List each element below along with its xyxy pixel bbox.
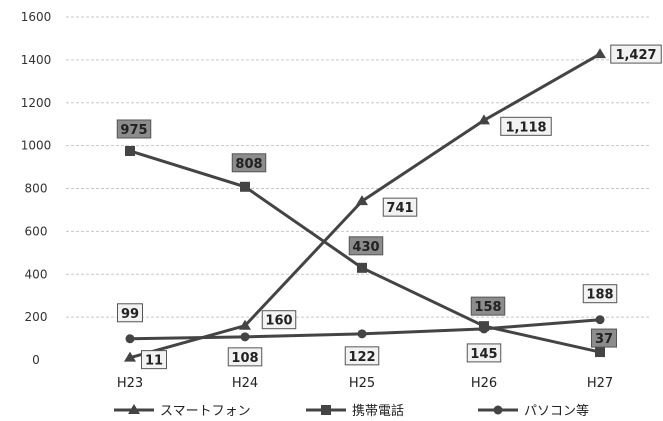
data-point (124, 351, 136, 362)
y-tick-label: 400 (25, 267, 48, 281)
data-point (125, 334, 135, 344)
data-label-box (261, 310, 297, 330)
y-tick-label: 1000 (21, 139, 52, 153)
data-label: 37 (595, 332, 613, 347)
data-label-box (141, 350, 167, 370)
data-label-box (344, 346, 380, 366)
data-label-box (591, 328, 617, 348)
data-point (595, 347, 605, 358)
data-label: 122 (348, 350, 375, 365)
data-label: 808 (235, 157, 262, 172)
data-label: 99 (121, 307, 139, 322)
data-label: 160 (265, 314, 292, 329)
data-label: 145 (470, 347, 497, 362)
data-point (356, 195, 368, 206)
data-label-box (382, 197, 418, 217)
data-point (357, 262, 367, 273)
data-label-box (231, 153, 267, 173)
data-label: 741 (386, 201, 413, 216)
y-tick-label: 1200 (21, 96, 52, 110)
y-tick-label: 800 (25, 182, 48, 196)
legend-marker (493, 405, 503, 415)
y-tick-label: 200 (25, 310, 48, 324)
data-label: 430 (352, 240, 379, 255)
legend-entry: パソコン等 (524, 403, 589, 419)
data-point (125, 145, 135, 156)
legend-entry: 携帯電話 (352, 403, 404, 419)
legend: スマートフォン 携帯電話 パソコン等 (114, 403, 589, 419)
data-point (240, 332, 250, 342)
data-label: 1,427 (615, 48, 656, 63)
x-tick-label: H25 (349, 376, 375, 391)
data-point (239, 319, 251, 330)
data-label-box (348, 236, 384, 256)
data-point (478, 114, 490, 125)
legend-marker (321, 405, 331, 415)
data-point (594, 48, 606, 59)
data-labels: 11 160 741 1,118 1,427 975 808 430 158 37 99 108 122… (116, 44, 662, 370)
data-label-box (227, 347, 263, 367)
data-label-box (582, 284, 618, 304)
data-label: 188 (586, 288, 613, 303)
data-point (595, 315, 605, 325)
data-label-box (500, 116, 552, 136)
y-tick-label: 0 (32, 353, 40, 367)
legend-marker (128, 404, 140, 414)
gridlines (66, 16, 650, 318)
data-label-box (116, 119, 152, 139)
data-label-box (470, 296, 506, 316)
series-line (129, 52, 601, 360)
series-markers (124, 48, 606, 362)
y-axis: 0 200 400 600 800 1000 1200 1400 1600 (21, 10, 52, 367)
y-tick-label: 1400 (21, 53, 52, 67)
series-lines (129, 52, 601, 360)
data-label: 108 (231, 351, 258, 366)
data-label: 11 (145, 354, 163, 369)
data-point (357, 329, 367, 339)
x-tick-label: H24 (232, 376, 258, 391)
data-point (479, 324, 489, 334)
x-axis: H23 H24 H25 H26 H27 (117, 376, 613, 391)
y-tick-label: 600 (25, 224, 48, 238)
data-label-box (610, 44, 662, 64)
x-tick-label: H23 (117, 376, 143, 391)
data-label: 975 (120, 123, 147, 138)
legend-entry: スマートフォン (160, 404, 251, 419)
x-tick-label: H27 (587, 376, 613, 391)
data-label-box (117, 303, 143, 323)
x-tick-label: H26 (471, 376, 497, 391)
y-tick-label: 1600 (21, 10, 52, 24)
data-label-box (466, 343, 502, 363)
data-label: 158 (474, 300, 501, 315)
data-point (240, 181, 250, 192)
data-label: 1,118 (505, 120, 546, 135)
